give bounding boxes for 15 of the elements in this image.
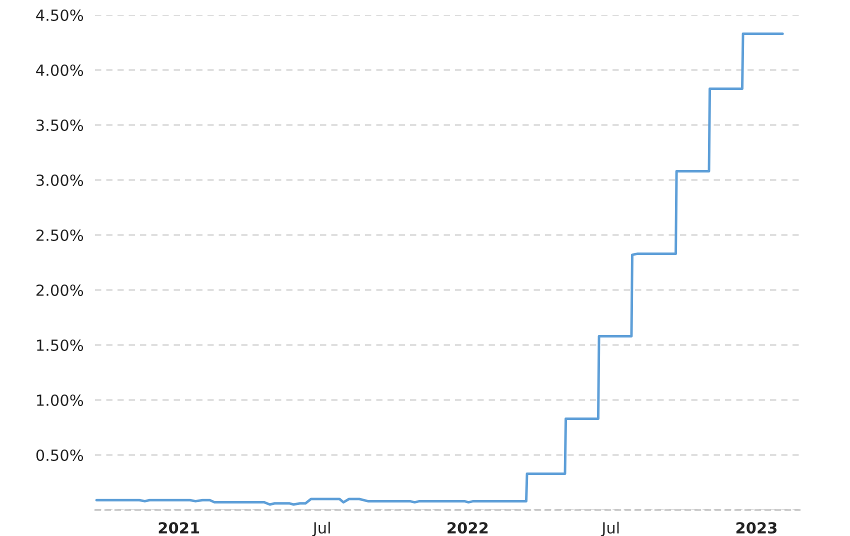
x-tick-label: 2023 (736, 522, 777, 534)
y-tick-label: 2.00% (36, 284, 84, 296)
y-tick-label: 1.00% (37, 394, 84, 406)
x-tick-label: Jul (312, 522, 330, 536)
x-tick-label: 2021 (158, 522, 200, 534)
x-tick-label: 2022 (448, 522, 488, 534)
y-tick-label: 4.50% (36, 9, 84, 22)
y-tick-label: 1.50% (37, 339, 84, 352)
y-tick-label: 3.50% (36, 119, 84, 132)
x-tick-label: Jul (600, 522, 619, 536)
y-tick-label: 4.00% (36, 64, 84, 76)
y-tick-label: 3.00% (36, 174, 84, 186)
y-tick-label: 2.50% (36, 229, 84, 242)
y-tick-label: 0.50% (36, 449, 84, 462)
line-series (95, 32, 784, 506)
